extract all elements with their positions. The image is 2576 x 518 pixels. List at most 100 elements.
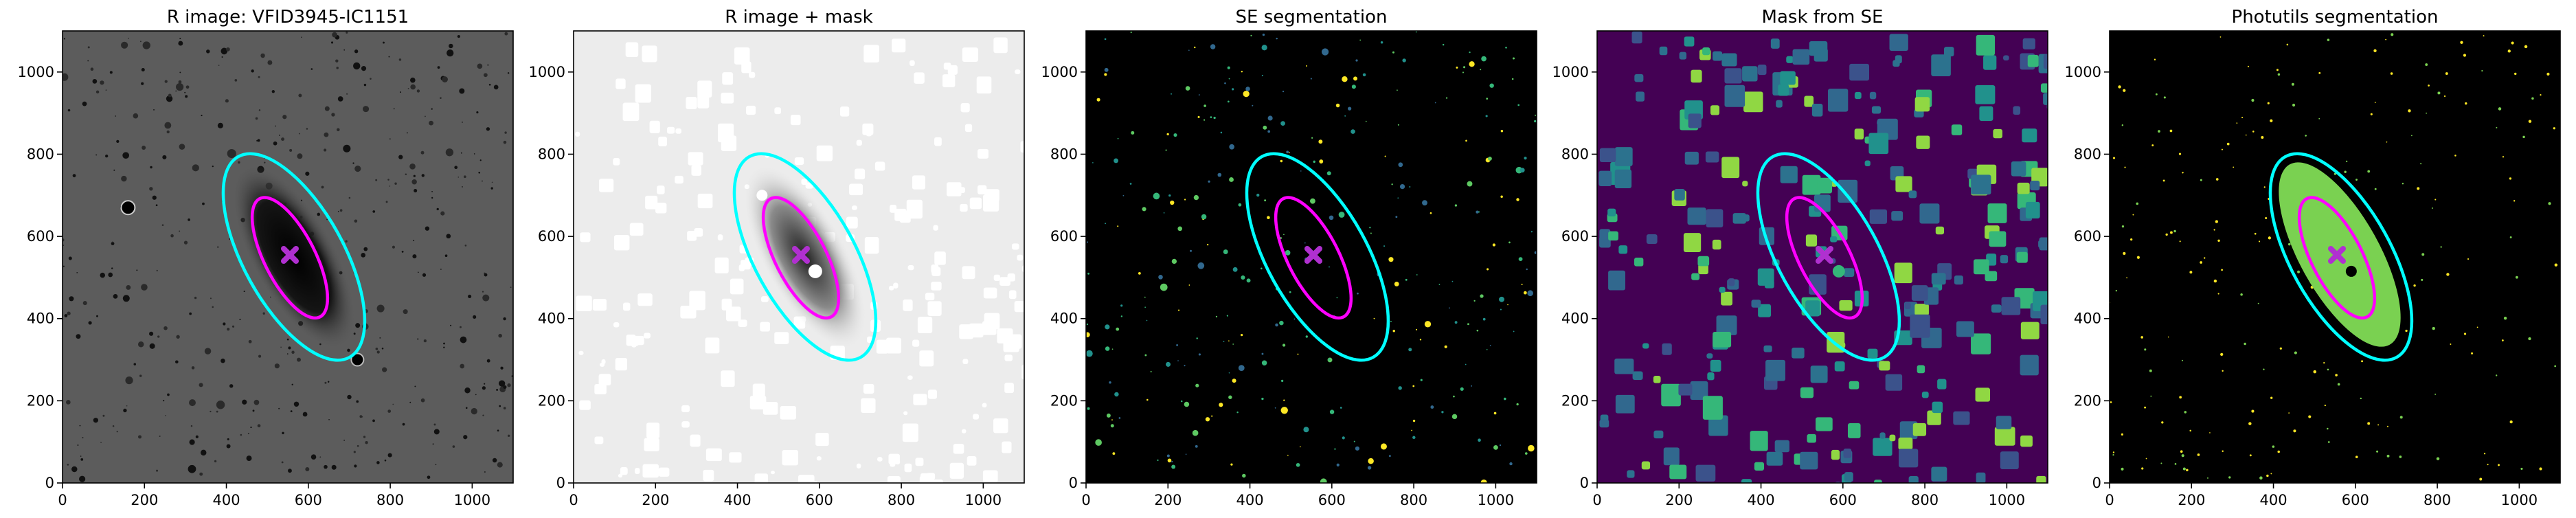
masked-region	[953, 444, 964, 454]
star	[454, 166, 458, 170]
masked-region	[1017, 254, 1024, 261]
masked-region	[993, 418, 1008, 433]
segment	[1416, 274, 1418, 275]
segment	[1434, 102, 1436, 104]
segment	[1347, 106, 1352, 111]
mask-segment	[1627, 470, 1635, 478]
segment	[1430, 212, 1432, 214]
star	[87, 60, 89, 62]
segment	[2334, 172, 2336, 175]
star	[484, 273, 488, 277]
masked-region	[962, 359, 969, 365]
star	[105, 155, 109, 158]
segment	[2174, 462, 2177, 465]
y-tick-label: 200	[1561, 392, 1589, 409]
star	[347, 394, 352, 400]
segment	[1226, 315, 1228, 317]
masked-region	[734, 47, 750, 65]
segment	[1397, 197, 1399, 199]
star	[282, 431, 284, 435]
masked-region	[909, 60, 915, 67]
mask-segment	[1914, 97, 1930, 112]
segment	[1285, 249, 1291, 256]
segment	[1492, 243, 1496, 247]
y-tick-label: 400	[27, 311, 54, 327]
star	[402, 423, 405, 426]
segment	[2337, 383, 2340, 386]
masked-region	[997, 328, 1013, 344]
segment	[2305, 135, 2307, 137]
segment	[1397, 89, 1398, 91]
star	[100, 442, 102, 443]
segment	[1246, 278, 1251, 283]
segment	[2179, 240, 2181, 243]
segment	[2270, 396, 2273, 399]
mask-segment	[1979, 106, 1993, 121]
star	[482, 386, 486, 390]
star	[354, 165, 361, 172]
star	[335, 59, 339, 63]
masked-region	[886, 337, 902, 354]
star	[71, 466, 78, 473]
star	[478, 171, 481, 174]
segment	[2327, 427, 2329, 430]
star	[423, 339, 427, 343]
masked-region	[993, 37, 1008, 54]
star	[486, 127, 490, 131]
image-area	[574, 31, 1024, 483]
mask-segment	[1868, 133, 1889, 155]
segment	[2399, 455, 2402, 458]
segment	[1178, 309, 1180, 311]
segment	[2434, 393, 2437, 395]
segment	[2215, 178, 2219, 181]
segment	[1238, 203, 1242, 207]
segment	[2327, 368, 2329, 371]
segment	[1509, 462, 1513, 466]
segment	[2432, 326, 2435, 330]
star	[92, 79, 98, 84]
segment	[1230, 463, 1233, 466]
segment	[1229, 144, 1235, 150]
segment	[1158, 275, 1163, 280]
star	[189, 439, 195, 445]
mask-segment	[2030, 181, 2040, 191]
segment	[1250, 34, 1252, 36]
masked-region	[927, 390, 938, 399]
segment	[1130, 31, 1132, 34]
segment	[1195, 444, 1198, 448]
segment	[1473, 300, 1476, 302]
segment	[2220, 352, 2224, 356]
masked-region	[705, 337, 720, 354]
mask-segment	[1646, 234, 1658, 245]
segment	[1213, 116, 1216, 120]
mask-segment	[1976, 34, 1995, 56]
masked-region	[1002, 441, 1012, 453]
star	[149, 331, 154, 336]
masked-region	[1004, 354, 1013, 361]
masked-region	[686, 97, 697, 109]
segment	[1289, 152, 1290, 154]
star	[108, 272, 113, 278]
panel: Photutils segmentation 0 200 400 600 800 1000 0…	[2065, 7, 2561, 508]
segment	[2460, 41, 2463, 44]
mask-segment	[1710, 105, 1720, 115]
segment	[1526, 268, 1528, 271]
star	[487, 64, 489, 66]
y-tick-label: 400	[1561, 311, 1589, 327]
star	[66, 400, 71, 405]
star	[141, 68, 145, 72]
segment	[2431, 207, 2433, 209]
star	[363, 247, 368, 251]
y-tick-label: 0	[556, 475, 565, 491]
star	[67, 311, 71, 315]
segment	[2502, 156, 2505, 158]
segment	[1329, 409, 1335, 414]
mask-segment	[2025, 201, 2040, 218]
segment	[1110, 424, 1114, 428]
segment	[1112, 452, 1116, 455]
mask-segment	[1663, 447, 1680, 466]
masked-region	[942, 74, 956, 88]
star	[82, 301, 87, 306]
segment	[1530, 231, 1533, 233]
segment	[2367, 170, 2371, 173]
